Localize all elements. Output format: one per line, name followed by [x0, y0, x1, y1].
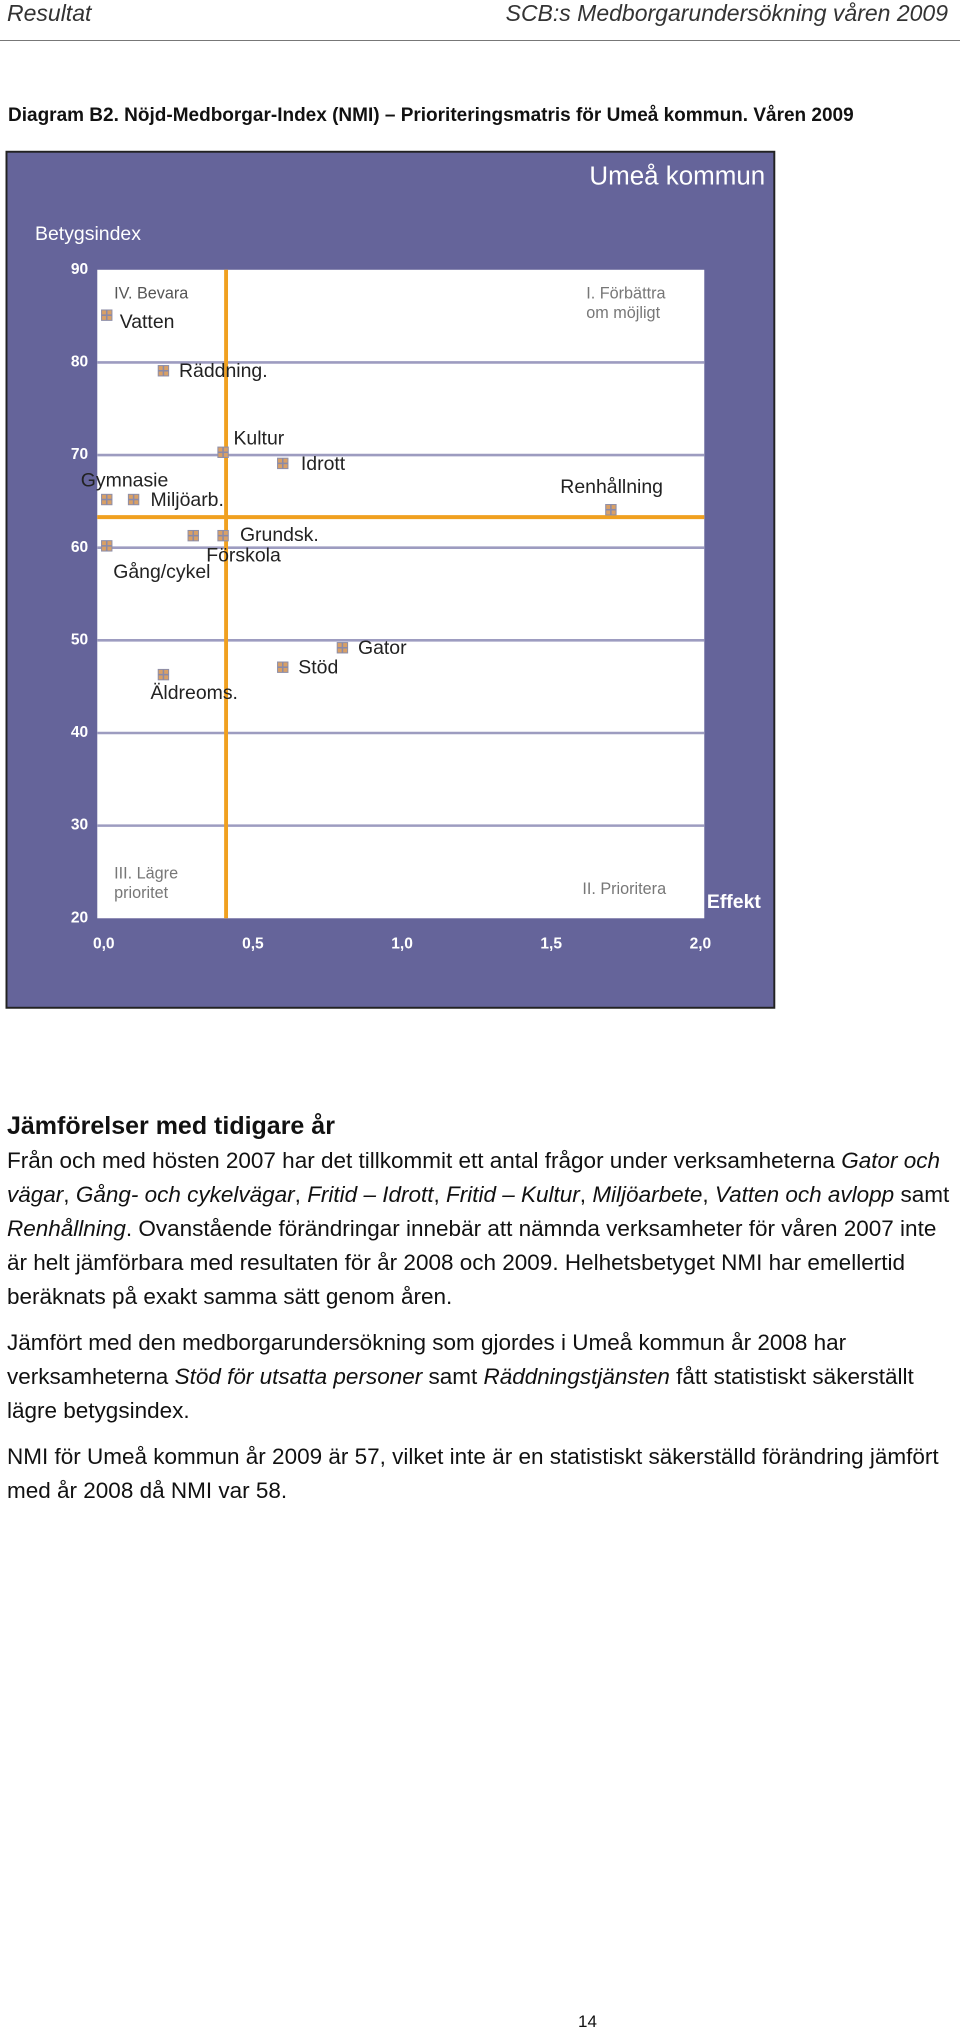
section-heading: Jämförelser med tidigare år — [7, 1112, 335, 1140]
italic-run: Fritid – Idrott — [307, 1182, 434, 1207]
point-label: Gång/cykel — [113, 561, 210, 583]
text-run: samt — [894, 1182, 950, 1207]
point-label: Stöd — [298, 657, 338, 679]
quadrant-label: I. Förbättra — [586, 285, 666, 303]
header-right: SCB:s Medborgarundersökning våren 2009 — [505, 0, 948, 26]
italic-run: Stöd för utsatta personer — [174, 1364, 423, 1389]
italic-run: Gång- och cykelvägar — [75, 1182, 295, 1207]
italic-run: Renhållning — [7, 1216, 126, 1241]
chart-group: Umeå kommun Betygsindex Effekt 20 30 40 50 6… — [5, 150, 776, 1009]
point-label: Äldreoms. — [150, 682, 238, 704]
y-tick-label: 40 — [71, 724, 89, 741]
text-run: , — [702, 1182, 715, 1207]
text-run: fått statistiskt säkerställt lägre betyg… — [7, 1364, 914, 1423]
quadrant-label: IV. Bevara — [114, 285, 189, 303]
y-tick-label: 50 — [71, 631, 89, 648]
point-label: Renhållning — [560, 476, 663, 498]
y-axis-title: Betygsindex — [35, 223, 141, 245]
x-tick-label: 1,5 — [540, 935, 562, 952]
text-run: , — [294, 1182, 308, 1207]
body-text: Jämförelser med tidigare år Från och med… — [7, 1108, 952, 1520]
italic-run: Miljöarbete — [592, 1182, 703, 1207]
y-tick-label: 60 — [71, 539, 89, 556]
text-run: . Ovanstående förändringar innebär att n… — [7, 1216, 937, 1309]
point-label: Miljöarb. — [150, 489, 223, 511]
quadrant-label: om möjligt — [586, 304, 660, 322]
plot-area — [97, 269, 705, 919]
page-number: 14 — [578, 2012, 597, 2031]
point-label: Räddning. — [179, 360, 268, 382]
text-run: NMI för Umeå kommun år 2009 är 57, vilke… — [7, 1444, 939, 1503]
paragraph: Från och med hösten 2007 har det tillkom… — [7, 1144, 952, 1314]
italic-run: Fritid – Kultur — [446, 1182, 580, 1207]
y-tick-label: 20 — [71, 909, 89, 926]
x-tick-label: 1,0 — [391, 935, 413, 952]
y-tick-label: 30 — [71, 817, 89, 834]
header-rule — [0, 40, 960, 41]
x-axis-title: Effekt — [707, 891, 762, 913]
italic-run: Gator och vägar — [7, 1148, 940, 1207]
text-run: samt — [422, 1364, 484, 1389]
quadrant-label: prioritet — [114, 884, 169, 902]
chart-title: Umeå kommun — [589, 163, 765, 191]
y-tick-label: 80 — [71, 354, 89, 371]
chart: Umeå kommun Betygsindex Effekt 20 30 40 50 6… — [5, 150, 776, 1009]
italic-run: Räddningstjänsten — [483, 1364, 670, 1389]
text-run: Jämfört med den medborgarundersökning so… — [7, 1330, 847, 1389]
paragraph: Jämfört med den medborgarundersökning so… — [7, 1326, 952, 1428]
point-label: Gymnasie — [81, 470, 169, 492]
x-tick-label: 2,0 — [690, 935, 712, 952]
text-run: , — [579, 1182, 593, 1207]
italic-run: Vatten och avlopp — [714, 1182, 895, 1207]
point-label: Grundsk. — [240, 524, 319, 546]
x-tick-label: 0,0 — [93, 935, 115, 952]
y-tick-label: 70 — [71, 446, 89, 463]
y-tick-label: 90 — [71, 261, 89, 278]
quadrant-label: II. Prioritera — [582, 880, 667, 898]
quadrant-label: III. Lägre — [114, 864, 178, 882]
x-tick-label: 0,5 — [242, 935, 264, 952]
text-run: Från och med hösten 2007 har det tillkom… — [7, 1148, 842, 1173]
text-run: , — [63, 1182, 76, 1207]
header-left: Resultat — [7, 0, 92, 26]
paragraph: NMI för Umeå kommun år 2009 är 57, vilke… — [7, 1440, 952, 1508]
point-label: Idrott — [301, 453, 346, 475]
point-label: Vatten — [120, 311, 175, 333]
caption: Diagram B2. Nöjd-Medborgar-Index (NMI) –… — [8, 105, 854, 126]
point-label: Kultur — [233, 427, 284, 449]
point-label: Gator — [358, 637, 407, 659]
text-run: , — [433, 1182, 446, 1207]
point-label: Förskola — [206, 545, 281, 567]
